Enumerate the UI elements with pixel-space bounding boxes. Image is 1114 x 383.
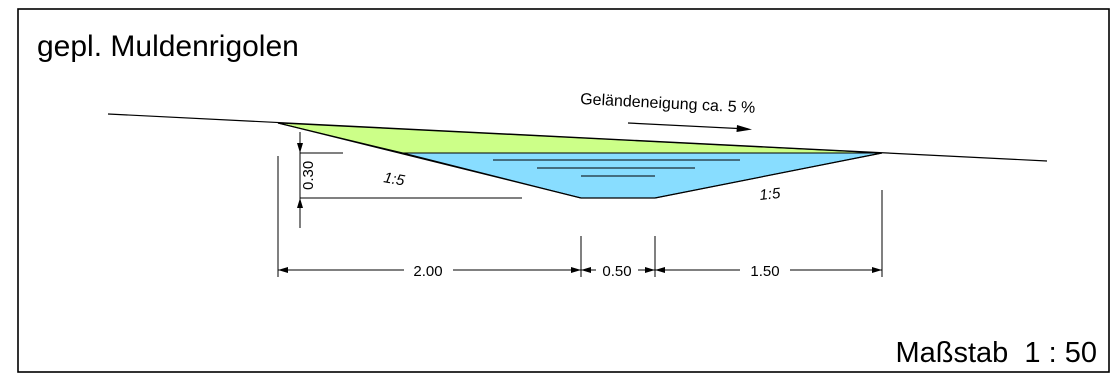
drawing-border <box>17 8 1110 373</box>
depth-arrow-bottom <box>297 198 303 208</box>
right-slope-ratio: 1:5 <box>759 185 782 204</box>
scale-label: Maßstab 1 : 50 <box>896 337 1098 369</box>
slope-arrow-shaft <box>627 122 749 130</box>
terrain-line <box>107 113 1048 162</box>
dim-label-bottom-width: 0.50 <box>602 263 631 280</box>
depth-arrow-top <box>297 143 303 153</box>
dim-arrow <box>655 267 665 273</box>
terrain-slope-label: Geländeneigung ca. 5 % <box>580 91 756 117</box>
slope-arrow-head <box>736 125 752 132</box>
depth-dimension-label: 0.30 <box>300 161 317 190</box>
dim-arrow <box>581 267 591 273</box>
dim-label-right-width: 1.50 <box>750 263 779 280</box>
swale-left-slope <box>277 122 582 199</box>
dim-arrow <box>872 267 882 273</box>
left-slope-ratio: 1:5 <box>382 169 406 189</box>
dim-label-left-width: 2.00 <box>413 263 442 280</box>
dim-arrow <box>645 267 655 273</box>
dim-arrow <box>571 267 581 273</box>
swale-right-slope <box>654 152 883 199</box>
drawing-title: gepl. Muldenrigolen <box>37 30 299 63</box>
dim-arrow <box>278 267 288 273</box>
